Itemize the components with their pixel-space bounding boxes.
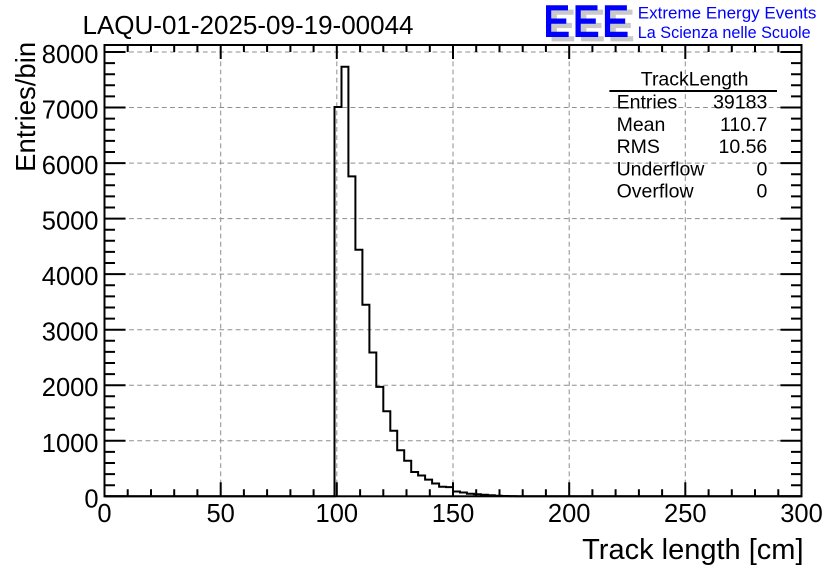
svg-text:300: 300 [780,500,823,528]
svg-text:5000: 5000 [42,208,99,236]
svg-text:RMS: RMS [617,136,660,158]
svg-text:Overflow: Overflow [617,181,695,203]
svg-text:Mean: Mean [617,114,666,136]
svg-text:2000: 2000 [42,374,99,402]
svg-text:TrackLength: TrackLength [641,69,749,91]
svg-text:7000: 7000 [42,97,99,125]
svg-text:La Scienza nelle Scuole: La Scienza nelle Scuole [638,24,811,42]
svg-text:3000: 3000 [42,319,99,347]
svg-text:8000: 8000 [42,41,99,69]
svg-text:39183: 39183 [713,92,767,114]
svg-text:LAQU-01-2025-09-19-00044: LAQU-01-2025-09-19-00044 [83,10,414,40]
svg-text:0: 0 [97,500,111,528]
svg-text:6000: 6000 [42,152,99,180]
svg-text:200: 200 [548,500,591,528]
svg-text:10.56: 10.56 [718,136,767,158]
svg-text:Extreme Energy Events: Extreme Energy Events [638,3,817,22]
svg-text:0: 0 [756,158,767,180]
svg-text:Underflow: Underflow [617,158,706,180]
svg-text:1000: 1000 [42,430,99,458]
svg-text:250: 250 [664,500,707,528]
svg-text:150: 150 [432,500,475,528]
svg-text:100: 100 [316,500,359,528]
svg-text:0: 0 [84,485,98,513]
svg-text:0: 0 [756,181,767,203]
svg-text:110.7: 110.7 [720,114,767,136]
svg-text:Entries: Entries [617,92,678,114]
svg-text:4000: 4000 [42,263,99,291]
svg-text:Track length [cm]: Track length [cm] [582,534,803,566]
svg-text:50: 50 [207,500,235,528]
svg-text:Entries/bin: Entries/bin [10,42,41,172]
